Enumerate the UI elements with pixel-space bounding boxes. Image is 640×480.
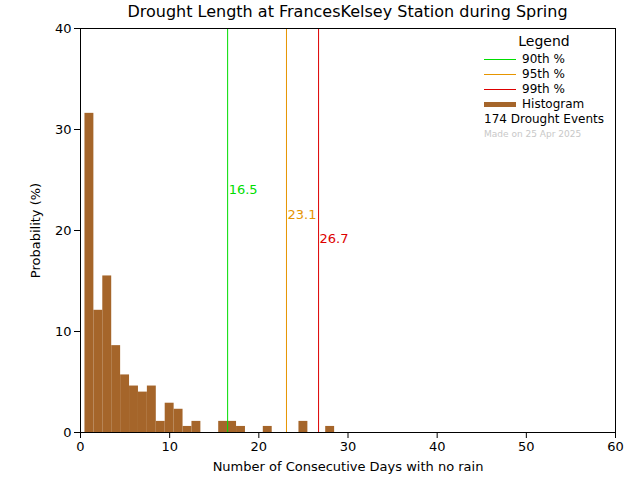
html-text:Histogram: Histogram <box>522 97 585 111</box>
html-text:95th %: 95th % <box>522 67 565 81</box>
svg-text:16.5: 16.5 <box>229 182 258 197</box>
html-text:90th %: 90th % <box>522 52 565 66</box>
svg-text:10: 10 <box>55 324 72 339</box>
svg-text:40: 40 <box>429 439 446 454</box>
html-text:Legend: Legend <box>518 33 570 49</box>
svg-text:Number of Consecutive Days wit: Number of Consecutive Days with no rain <box>213 459 484 474</box>
svg-text:20: 20 <box>55 223 72 238</box>
svg-text:30: 30 <box>340 439 357 454</box>
svg-text:Probability (%): Probability (%) <box>28 183 43 278</box>
svg-text:0: 0 <box>63 425 71 440</box>
svg-text:20: 20 <box>251 439 268 454</box>
html-text:174 Drought Events: 174 Drought Events <box>484 112 604 126</box>
html-text:Made on 25 Apr 2025: Made on 25 Apr 2025 <box>484 129 582 139</box>
svg-text:50: 50 <box>518 439 535 454</box>
svg-text:30: 30 <box>55 122 72 137</box>
html-text:Drought Length at FrancesKelse: Drought Length at FrancesKelsey Station … <box>127 2 568 21</box>
svg-text:40: 40 <box>55 24 72 36</box>
svg-text:10: 10 <box>161 439 178 454</box>
svg-text:0: 0 <box>76 439 84 454</box>
svg-text:26.7: 26.7 <box>320 231 349 246</box>
svg-text:60: 60 <box>607 439 624 454</box>
svg-text:23.1: 23.1 <box>287 207 316 222</box>
html-text:99th %: 99th % <box>522 82 565 96</box>
